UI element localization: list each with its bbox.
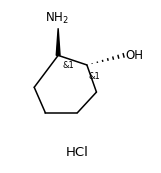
Text: OH: OH [125,49,143,62]
Text: HCl: HCl [66,146,89,159]
Text: &1: &1 [88,72,100,81]
Polygon shape [56,28,60,55]
Text: &1: &1 [63,61,74,70]
Text: NH$_2$: NH$_2$ [45,11,69,26]
